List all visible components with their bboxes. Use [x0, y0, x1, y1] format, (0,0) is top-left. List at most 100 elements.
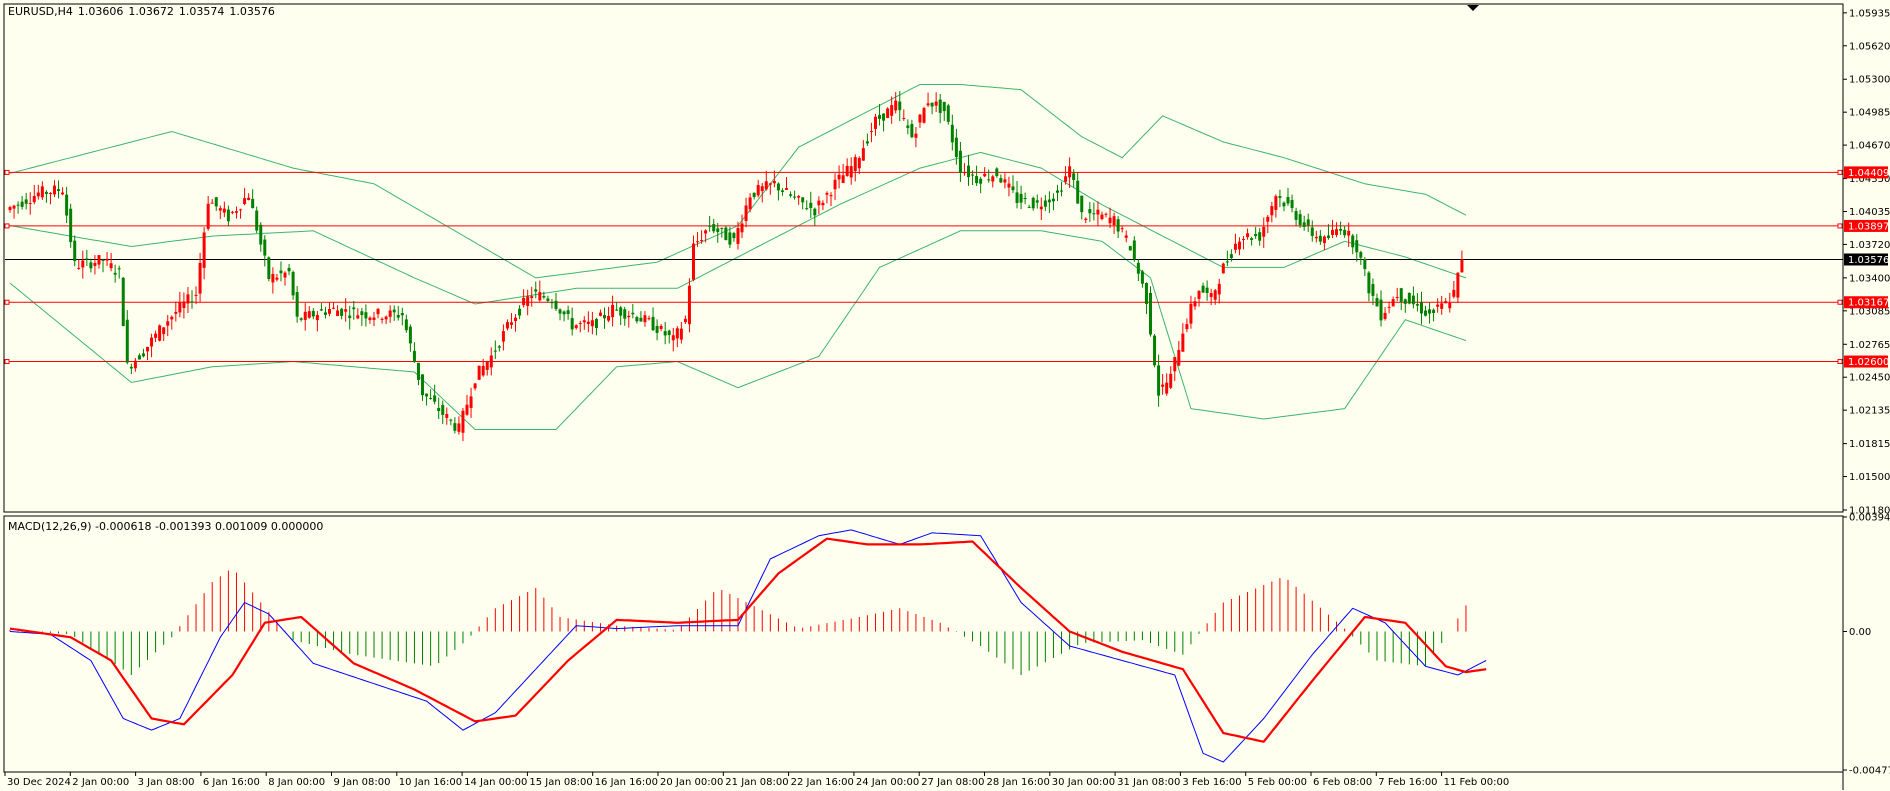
candle: [239, 208, 243, 219]
candle: [16, 201, 20, 214]
candle-body: [562, 311, 566, 315]
candle-body: [979, 178, 983, 184]
candle-body: [279, 270, 283, 274]
candle: [1076, 172, 1080, 204]
candle-body: [453, 423, 457, 431]
candle-body: [603, 315, 607, 319]
candle: [679, 321, 683, 344]
candle-body: [461, 410, 465, 433]
candle-body: [497, 346, 501, 348]
candle-body: [48, 192, 52, 194]
candle: [1419, 291, 1423, 325]
candle-body: [744, 205, 748, 222]
candle-body: [1391, 299, 1395, 307]
candle: [667, 329, 671, 344]
candle-body: [449, 419, 453, 421]
shift-marker-icon[interactable]: [1467, 5, 1479, 11]
candle-body: [198, 262, 202, 294]
candle-body: [372, 317, 376, 321]
candle: [1242, 235, 1246, 250]
time-tick-label: 3 Feb 16:00: [1182, 777, 1241, 788]
horizontal-levels: [4, 169, 1843, 365]
candle-body: [752, 192, 756, 197]
candle: [728, 227, 732, 249]
candle-body: [586, 321, 590, 324]
candle: [186, 287, 190, 314]
candle-body: [772, 180, 776, 184]
candle: [77, 259, 81, 270]
candle: [1310, 220, 1314, 242]
candle: [962, 163, 966, 176]
candle-body: [898, 101, 902, 111]
candle-body: [28, 203, 32, 205]
time-tick-label: 15 Jan 08:00: [529, 777, 592, 788]
candle: [1460, 250, 1464, 273]
symbol-timeframe: EURUSD,H4: [8, 5, 73, 18]
candle-body: [522, 297, 526, 306]
candle-body: [400, 313, 404, 316]
candle: [61, 187, 65, 196]
time-tick-label: 8 Jan 00:00: [268, 777, 325, 788]
candle: [307, 306, 311, 319]
candle-body: [1064, 176, 1068, 182]
time-tick-label: 7 Feb 16:00: [1378, 777, 1437, 788]
candle: [1395, 287, 1399, 302]
candle-body: [582, 320, 586, 323]
candle: [789, 191, 793, 198]
time-tick-label: 27 Jan 08:00: [921, 777, 984, 788]
candle: [623, 306, 627, 326]
lower-band-line: [9, 230, 1467, 430]
candle: [1047, 191, 1051, 213]
candle: [744, 197, 748, 228]
candle: [1399, 287, 1403, 311]
candle: [311, 308, 315, 320]
candle-body: [392, 309, 396, 313]
candle-body: [538, 292, 542, 301]
candle-body: [473, 383, 477, 389]
level-price-tag: [1844, 166, 1888, 179]
time-tick-label: 10 Jan 16:00: [399, 777, 462, 788]
candle: [554, 292, 558, 312]
candle: [542, 291, 546, 300]
candle: [1140, 270, 1144, 288]
candle-body: [918, 114, 922, 123]
ohlc-high: 1.03672: [128, 5, 174, 18]
candle-body: [849, 166, 853, 178]
time-tick-label: 6 Feb 08:00: [1313, 777, 1372, 788]
candle: [740, 214, 744, 238]
candle-body: [1003, 179, 1007, 183]
candle-body: [465, 404, 469, 415]
candle-body: [1080, 195, 1084, 213]
candle-body: [1343, 229, 1347, 236]
candle-body: [311, 310, 315, 317]
candle: [1444, 298, 1448, 304]
candle-body: [1209, 293, 1213, 298]
candle-body: [1282, 202, 1286, 207]
candle: [1383, 307, 1387, 321]
candle: [259, 222, 263, 252]
candle: [1104, 212, 1108, 218]
candle-body: [243, 198, 247, 204]
candle-body: [93, 262, 97, 266]
candle: [137, 353, 141, 360]
candle-body: [691, 243, 695, 280]
candle-body: [352, 307, 356, 310]
candle: [141, 348, 145, 358]
candle-body: [1326, 235, 1330, 239]
candle: [416, 362, 420, 386]
candle-body: [1096, 209, 1100, 215]
candle: [36, 184, 40, 200]
macd-tick-label: -0.004774: [1849, 766, 1890, 777]
candle: [81, 250, 85, 279]
candle-body: [1181, 333, 1185, 352]
time-tick-label: 2 Jan 00:00: [72, 777, 129, 788]
candle: [1355, 234, 1359, 262]
candle: [332, 302, 336, 310]
candle: [1456, 272, 1460, 303]
candle: [20, 195, 24, 210]
candle-body: [700, 240, 704, 242]
candle-body: [542, 296, 546, 298]
candle-body: [829, 195, 833, 197]
